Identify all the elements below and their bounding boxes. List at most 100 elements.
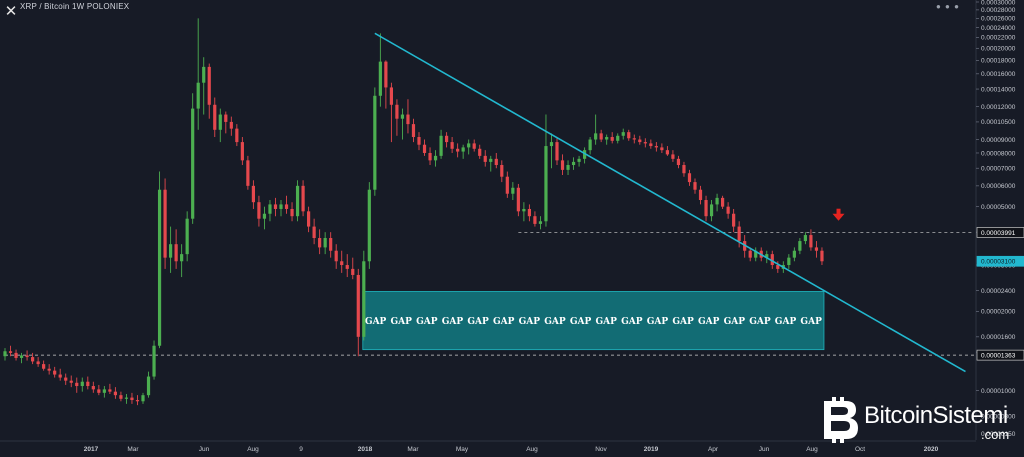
gap-label: GAP (775, 317, 797, 327)
gap-label: GAP (467, 317, 489, 327)
candle-body (257, 202, 261, 219)
price-tick-label: 0.00008000 (981, 150, 1016, 157)
candle-body (428, 152, 432, 161)
candle-body (467, 143, 471, 148)
price-tick-label: 0.00006000 (981, 183, 1016, 190)
candle-body (770, 254, 774, 266)
gap-label: GAP (493, 317, 515, 327)
price-tick-label: 0.00012000 (981, 104, 1016, 111)
candle-body (406, 114, 410, 125)
candle-body (792, 250, 796, 258)
time-tick-label: Aug (806, 446, 818, 453)
gap-label: GAP (519, 317, 541, 327)
candle-body (577, 158, 581, 162)
gap-label: GAP (724, 317, 746, 327)
candle-body (53, 370, 57, 375)
candle-body (235, 128, 239, 143)
candle-body (113, 391, 117, 396)
candle-body (472, 143, 476, 149)
candle-body (787, 257, 791, 266)
candle-body (290, 208, 294, 217)
gap-label: GAP (672, 317, 694, 327)
more-options-icon[interactable]: ● ● ● (936, 2, 960, 11)
candle-body (555, 142, 559, 161)
price-level-tag (976, 227, 1024, 238)
watermark-brand: BitcoinSistemi (864, 402, 1008, 429)
candle-body (224, 114, 228, 122)
candle-body (301, 185, 305, 212)
candle-body (665, 150, 669, 155)
gap-label: GAP (544, 317, 566, 327)
candle-body (323, 238, 327, 248)
candle-body (621, 132, 625, 136)
candle-body (605, 137, 609, 140)
candle-body (737, 226, 741, 242)
candle-body (340, 261, 344, 266)
candle-body (803, 235, 807, 242)
candle-body (649, 143, 653, 147)
price-tick-label: 0.00001600 (981, 334, 1016, 341)
time-tick-label: Mar (407, 446, 419, 453)
candle-body (130, 397, 134, 401)
time-axis[interactable]: 2017 Mar Jun Aug 9 2018 Mar May Aug Nov 2019 Apr Jun… (0, 440, 976, 453)
gap-label: GAP (647, 317, 669, 327)
candle-body (108, 389, 112, 392)
candle-body (527, 208, 531, 217)
price-tick-label: 0.00026000 (981, 16, 1016, 23)
candle-body (483, 155, 487, 162)
candle-body (91, 386, 95, 390)
time-tick-label: 2018 (358, 446, 373, 453)
candle-body (627, 132, 631, 139)
candle-body (610, 137, 614, 141)
candle-body (31, 357, 35, 362)
time-tick-label: Apr (708, 446, 719, 453)
candle-body (489, 158, 493, 162)
candle-body (798, 241, 802, 251)
price-tick-label: 0.00009000 (981, 137, 1016, 144)
candle-body (169, 244, 173, 258)
candle-body (3, 351, 7, 357)
candle-body (334, 250, 338, 262)
price-tick-label: 0.00018000 (981, 58, 1016, 65)
price-level-label: 0.00003100 (981, 259, 1016, 266)
candle-body (329, 238, 333, 251)
candle-body (157, 189, 162, 346)
gap-label: GAP (570, 317, 592, 327)
candlestick-series (3, 18, 824, 406)
candle-body (196, 82, 200, 109)
time-tick-label: Nov (595, 446, 607, 453)
descending-trendline[interactable] (374, 32, 966, 373)
candle-body (389, 87, 393, 105)
candle-body (456, 148, 460, 152)
candle-body (36, 361, 40, 365)
candle-body (776, 265, 780, 269)
time-tick-label: Jun (759, 446, 770, 453)
candle-body (704, 200, 708, 217)
candle-body (754, 250, 758, 258)
candle-body (86, 381, 90, 387)
candle-body (505, 176, 509, 194)
candle-body (450, 142, 454, 149)
price-tick-label: 0.00005000 (981, 204, 1016, 211)
candle-body (356, 274, 360, 337)
candle-body (207, 66, 211, 105)
watermark: BitcoinSistemi .com (818, 397, 1018, 447)
gap-label: GAP (365, 317, 387, 327)
candle-body (295, 185, 300, 217)
candle-body (351, 268, 355, 275)
candle-body (362, 261, 366, 337)
price-tick-label: 0.00010500 (981, 119, 1016, 126)
candle-body (599, 133, 603, 140)
bitcoin-logo-icon (824, 397, 858, 443)
candle-body (75, 382, 79, 387)
candle-body (318, 238, 322, 248)
trendline-path (374, 32, 966, 373)
candle-body (180, 254, 184, 262)
close-icon[interactable]: ✕ (4, 3, 18, 20)
candle-body (500, 165, 504, 177)
price-tick-label: 0.00000150 (981, 431, 1016, 438)
candle-body (146, 376, 151, 396)
candle-body (439, 135, 443, 156)
